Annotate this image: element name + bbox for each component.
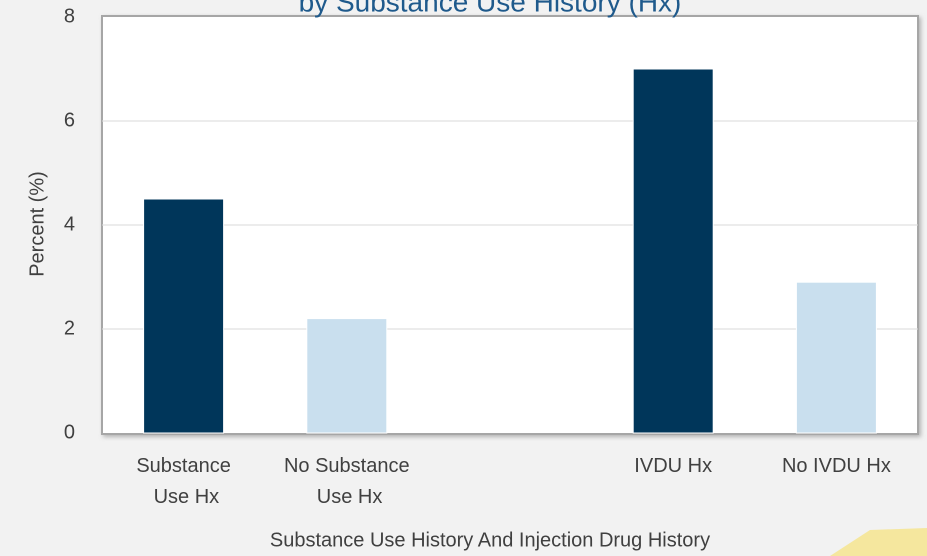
bar	[796, 282, 876, 433]
bar	[144, 199, 224, 433]
bar	[633, 69, 713, 433]
y-tick-label: 6	[64, 109, 75, 131]
x-tick-label: IVDU Hx	[634, 455, 712, 477]
x-tick-label: No Substance Use Hx	[284, 455, 410, 508]
chart: by Substance Use History (Hx) Percent (%…	[0, 0, 927, 556]
y-tick-label: 0	[64, 421, 75, 443]
y-axis-label: Percent (%)	[26, 171, 48, 277]
y-tick-label: 2	[64, 317, 75, 339]
x-axis-label: Substance Use History And Injection Drug…	[270, 529, 710, 551]
x-tick-label: No IVDU Hx	[782, 455, 891, 477]
chart-title: by Substance Use History (Hx)	[299, 0, 682, 17]
y-tick-label: 4	[64, 213, 75, 235]
x-tick-label: Substance Use Hx	[136, 455, 231, 508]
decoration	[830, 528, 927, 556]
bar	[307, 319, 387, 433]
y-tick-label: 8	[64, 5, 75, 27]
